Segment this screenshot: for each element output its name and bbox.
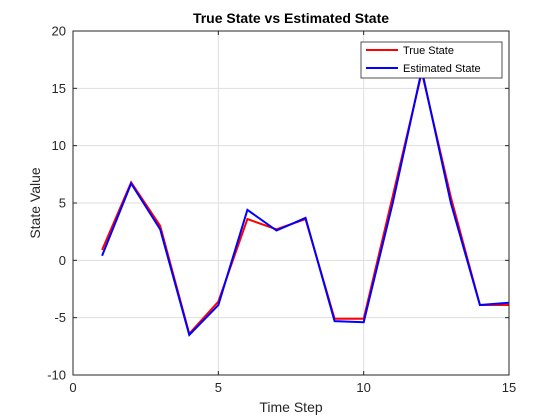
y-tick-label: 5 xyxy=(59,196,66,211)
chart-title: True State vs Estimated State xyxy=(193,10,389,26)
x-tick-label: 5 xyxy=(215,380,222,395)
y-tick-label: -5 xyxy=(54,310,66,325)
legend-label-estimated-state: Estimated State xyxy=(403,63,481,75)
y-axis-label: State Value xyxy=(27,167,43,239)
y-tick-label: 15 xyxy=(52,81,66,96)
y-tick-label: 20 xyxy=(52,24,66,39)
x-tick-label: 15 xyxy=(502,380,516,395)
legend: True State Estimated State xyxy=(360,41,503,79)
legend-box xyxy=(360,41,503,79)
series-layer xyxy=(101,69,510,337)
series-line-estimated-state xyxy=(101,69,510,337)
y-tick-label: -10 xyxy=(47,368,66,383)
x-axis-label: Time Step xyxy=(259,399,322,415)
legend-label-true-state: True State xyxy=(403,45,454,57)
y-tick-label: 0 xyxy=(59,253,66,268)
x-tick-label: 10 xyxy=(356,380,370,395)
x-tick-label: 0 xyxy=(69,380,76,395)
y-tick-label: 10 xyxy=(52,138,66,153)
axis-ticks: 0 5 10 15 -10 -5 0 5 10 15 20 xyxy=(47,24,516,396)
